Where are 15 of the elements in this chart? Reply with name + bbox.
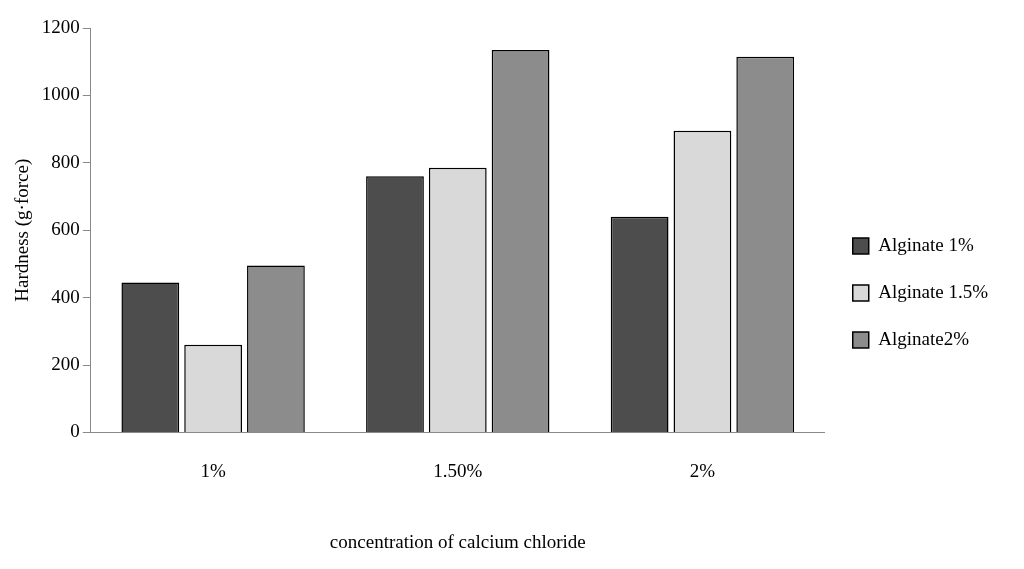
y-tick-label: 400	[51, 285, 80, 307]
y-tick-label: 1000	[41, 83, 80, 105]
legend-label: Alginate2%	[878, 327, 970, 349]
x-tick-label: 1.50%	[433, 459, 483, 481]
y-tick-label: 600	[51, 218, 80, 240]
legend-label: Alginate 1.5%	[878, 280, 989, 302]
x-tick-label: 2%	[689, 459, 716, 481]
y-tick-label: 800	[51, 150, 80, 172]
y-tick-label: 200	[51, 352, 80, 374]
legend-label: Alginate 1%	[878, 233, 974, 255]
x-tick-label: 1%	[200, 459, 226, 481]
y-tick-label: 0	[70, 420, 80, 442]
y-axis-title: Hardness (g·force)	[11, 158, 34, 302]
x-axis-title: concentration of calcium chloride	[329, 530, 586, 552]
y-tick-label: 1200	[41, 15, 80, 37]
